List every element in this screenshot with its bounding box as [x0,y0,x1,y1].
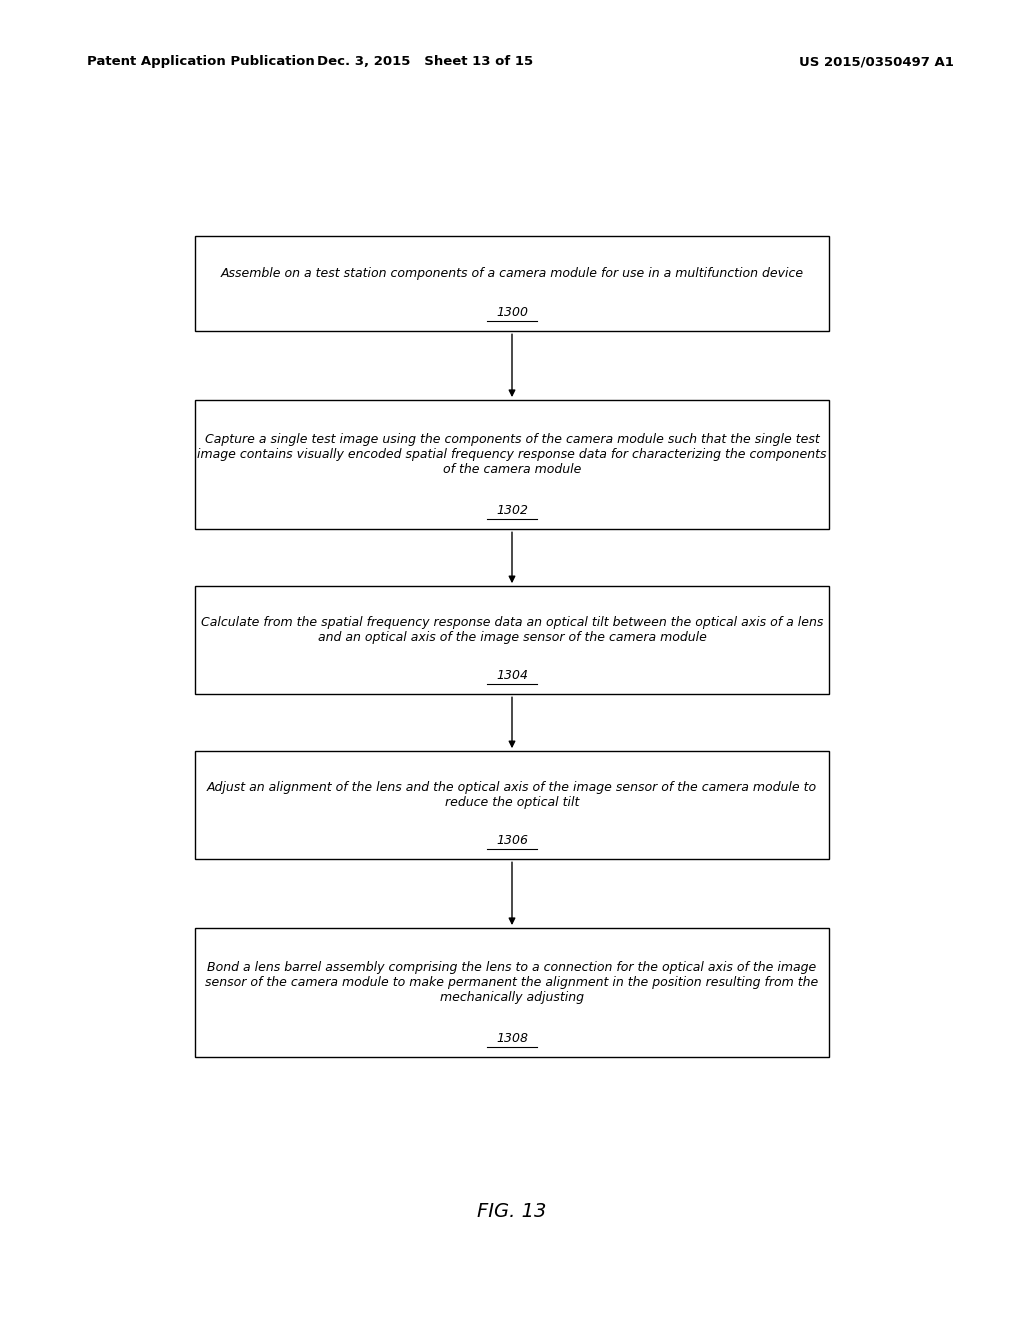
Text: Assemble on a test station components of a camera module for use in a multifunct: Assemble on a test station components of… [220,267,804,280]
Text: Adjust an alignment of the lens and the optical axis of the image sensor of the : Adjust an alignment of the lens and the … [207,780,817,809]
Text: 1306: 1306 [496,834,528,847]
Text: Capture a single test image using the components of the camera module such that : Capture a single test image using the co… [198,433,826,475]
FancyBboxPatch shape [195,928,829,1057]
Text: 1304: 1304 [496,669,528,682]
FancyBboxPatch shape [195,236,829,331]
FancyBboxPatch shape [195,400,829,529]
Text: Bond a lens barrel assembly comprising the lens to a connection for the optical : Bond a lens barrel assembly comprising t… [206,961,818,1003]
Text: 1302: 1302 [496,504,528,517]
Text: Dec. 3, 2015   Sheet 13 of 15: Dec. 3, 2015 Sheet 13 of 15 [316,55,534,69]
Text: 1308: 1308 [496,1032,528,1045]
Text: Patent Application Publication: Patent Application Publication [87,55,314,69]
FancyBboxPatch shape [195,586,829,694]
Text: US 2015/0350497 A1: US 2015/0350497 A1 [799,55,953,69]
Text: 1300: 1300 [496,306,528,319]
Text: FIG. 13: FIG. 13 [477,1203,547,1221]
FancyBboxPatch shape [195,751,829,859]
Text: Calculate from the spatial frequency response data an optical tilt between the o: Calculate from the spatial frequency res… [201,615,823,644]
